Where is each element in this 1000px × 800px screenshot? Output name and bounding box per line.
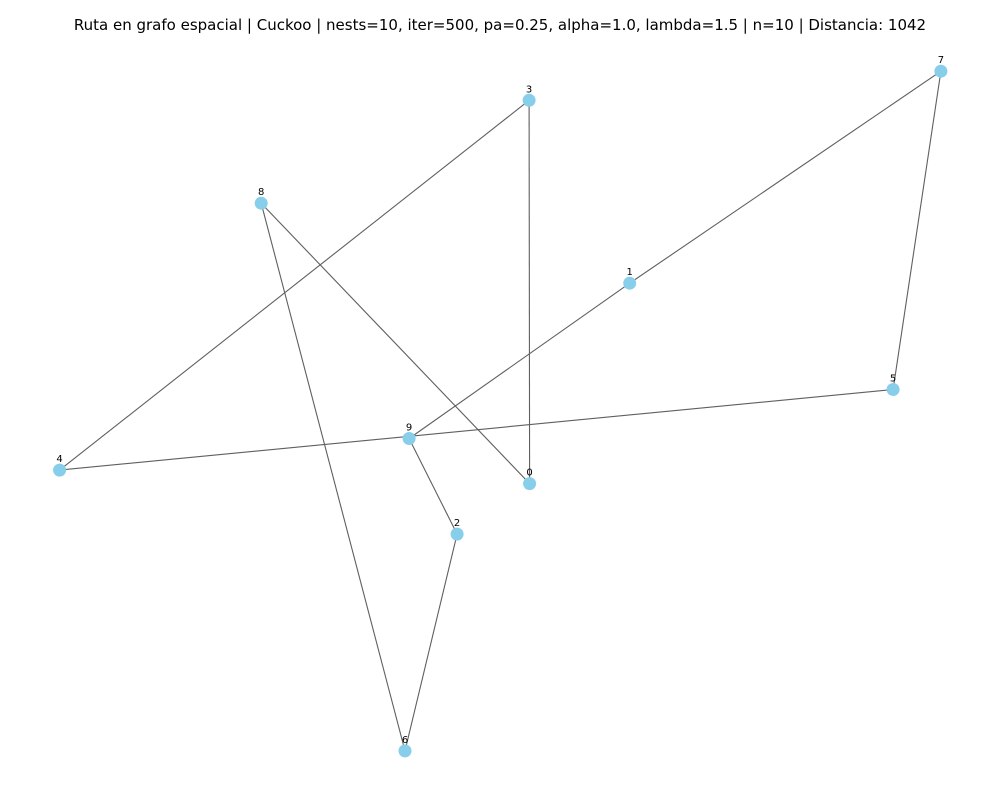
figure-title: Ruta en grafo espacial | Cuckoo | nests=… [74, 16, 926, 34]
route-edge-0-3 [528, 100, 531, 484]
route-edge-7-1 [629, 70, 942, 284]
graph-node-7 [934, 64, 948, 78]
graph-node-5 [886, 383, 900, 396]
route-edge-8-0 [260, 202, 530, 484]
route-edges [59, 70, 942, 752]
node-label-0: 0 [526, 468, 532, 479]
route-edge-1-9 [408, 282, 631, 439]
node-label-3: 3 [526, 84, 532, 95]
graph-node-1 [623, 276, 637, 290]
graph-node-9 [402, 432, 416, 445]
graph-node-4 [53, 463, 67, 477]
graph-node-2 [450, 527, 464, 541]
node-label-5: 5 [890, 374, 896, 385]
node-label-6: 6 [402, 735, 408, 746]
route-edge-9-2 [408, 438, 458, 535]
route-edge-4-5 [59, 388, 894, 471]
node-label-2: 2 [454, 518, 460, 529]
graph-node-3 [522, 93, 536, 107]
route-edge-6-8 [260, 203, 406, 752]
route-edge-2-6 [404, 533, 458, 752]
node-label-8: 8 [258, 187, 264, 198]
node-label-7: 7 [938, 55, 944, 66]
route-edge-3-4 [59, 99, 530, 471]
graph-node-6 [398, 744, 412, 758]
graph-node-0 [523, 477, 537, 491]
graph-node-8 [254, 196, 268, 210]
route-edge-5-7 [892, 71, 942, 390]
node-label-1: 1 [627, 267, 633, 278]
node-labels: 0 1 2 3 4 5 6 7 8 9 [56, 55, 944, 746]
node-label-9: 9 [406, 423, 412, 434]
graph-nodes [53, 64, 948, 758]
node-label-4: 4 [56, 454, 62, 465]
